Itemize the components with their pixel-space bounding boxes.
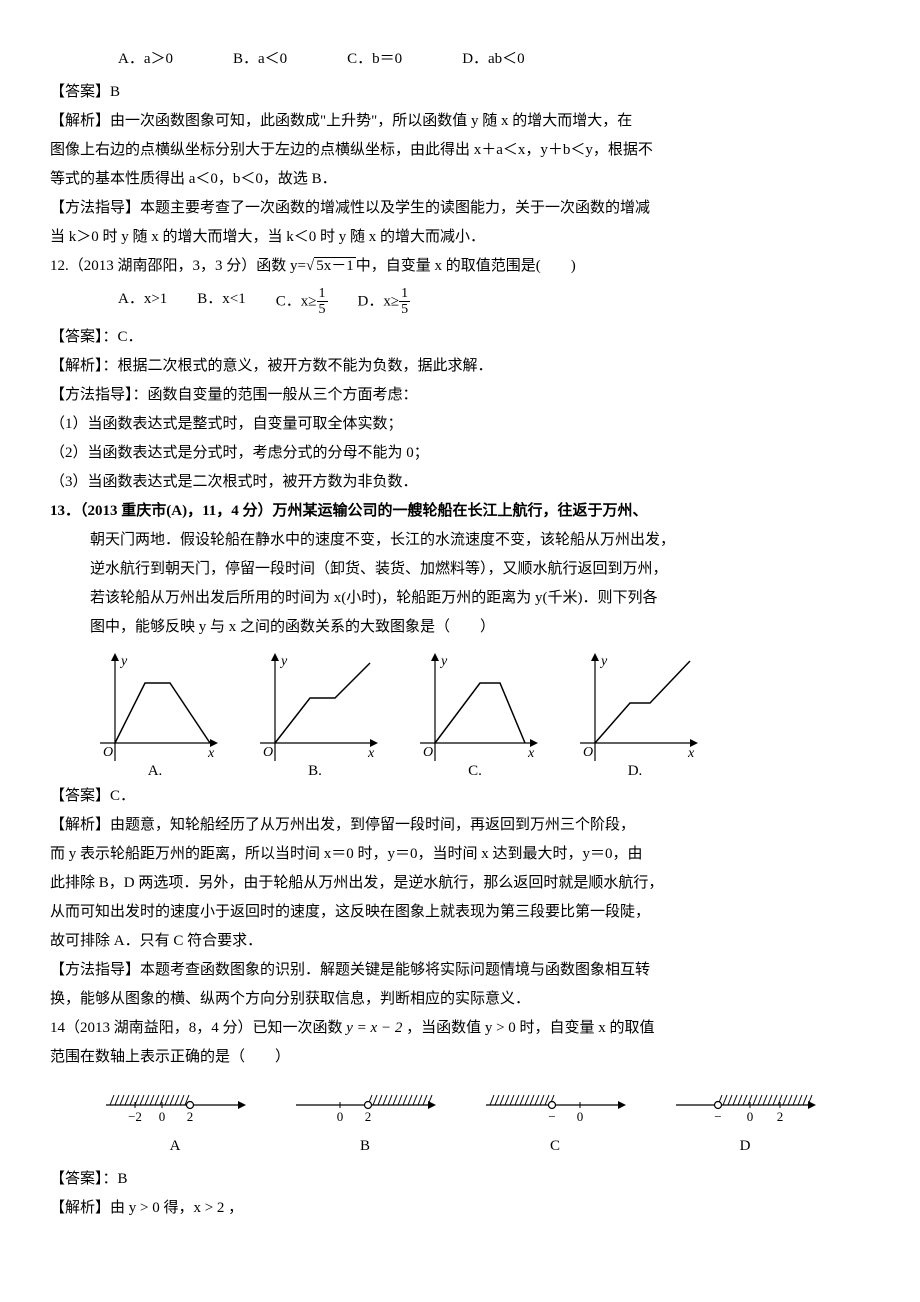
svg-text:0: 0 [337, 1109, 344, 1124]
q14-stem-l1: 14（2013 湖南益阳，8，4 分）已知一次函数 y = x − 2 ，当函数… [50, 1015, 870, 1042]
q12-opt-c: C．x≥15 [276, 286, 328, 318]
q14-answer: 【答案】：B [50, 1166, 870, 1193]
q12-stem-pre: 12.（2013 湖南邵阳，3，3 分）函数 y= [50, 258, 306, 274]
numline-a: −202 A [100, 1077, 250, 1160]
q14-explain: 【解析】由 y > 0 得，x > 2 ， [50, 1195, 870, 1222]
q13-stem-l3: 逆水航行到朝天门，停留一段时间（卸货、装货、加燃料等），又顺水航行返回到万州， [50, 556, 870, 583]
svg-text:0: 0 [159, 1109, 166, 1124]
svg-text:y: y [439, 654, 448, 669]
svg-text:x: x [367, 746, 375, 761]
function-graph-icon: y x O C. [410, 651, 540, 779]
q13-exp-l5: 故可排除 A．只有 C 符合要求． [50, 928, 870, 955]
q12-stem-post: 中，自变量 x 的取值范围是( ) [356, 258, 576, 274]
svg-text:0: 0 [577, 1109, 584, 1124]
q11-exp-l2: 图像上右边的点横纵坐标分别大于左边的点横纵坐标，由此得出 x＋a＜x，y＋b＜y… [50, 137, 870, 164]
svg-text:x: x [207, 746, 215, 761]
q13-exp-label: 【解析】 [50, 817, 110, 833]
svg-text:−2: −2 [128, 1109, 142, 1124]
q11-options: A．a＞0 B．a＜0 C．b＝0 D．ab＜0 [50, 46, 870, 73]
q14-stem-l2: 范围在数轴上表示正确的是（ ） [50, 1044, 870, 1071]
q12-m1: （1）当函数表达式是整式时，自变量可取全体实数； [50, 411, 870, 438]
q12-opt-d: D．x≥15 [358, 286, 411, 318]
q11-explain: 【解析】由一次函数图象可知，此函数成"上升势"，所以函数值 y 随 x 的增大而… [50, 108, 870, 135]
q12-opt-a: A．x>1 [118, 286, 167, 318]
q11-opt-a: A．a＞0 [118, 46, 173, 73]
numline-c: −0 C [480, 1077, 630, 1160]
q13-stem-l5: 图中，能够反映 y 与 x 之间的函数关系的大致图象是（ ） [50, 614, 870, 641]
q11-exp-label: 【解析】 [50, 113, 110, 129]
svg-text:2: 2 [365, 1109, 372, 1124]
number-line-icon: −2 0 2 [100, 1077, 250, 1131]
q11-opt-d: D．ab＜0 [462, 46, 525, 73]
svg-text:O: O [103, 745, 113, 760]
svg-text:2: 2 [187, 1109, 194, 1124]
q12-answer: 【答案】：C． [50, 324, 870, 351]
number-line-icon: −0 [480, 1077, 630, 1131]
q11-opt-c: C．b＝0 [347, 46, 402, 73]
svg-text:O: O [423, 745, 433, 760]
svg-text:C.: C. [468, 763, 482, 779]
q13-exp-l1: 由题意，知轮船经历了从万州出发，到停留一段时间，再返回到万州三个阶段， [110, 817, 635, 833]
q12-explain: 【解析】：根据二次根式的意义，被开方数不能为负数，据此求解． [50, 353, 870, 380]
svg-text:0: 0 [747, 1109, 754, 1124]
q13-stem-l2: 朝天门两地．假设轮船在静水中的速度不变，长江的水流速度不变，该轮船从万州出发， [50, 527, 870, 554]
q14-numlines: −202 A 02 B −0 C −02 D [50, 1077, 870, 1160]
q13-method-l1: 【方法指导】本题考查函数图象的识别．解题关键是能够将实际问题情境与函数图象相互转 [50, 957, 870, 984]
svg-text:x: x [527, 746, 535, 761]
q12-options: A．x>1 B．x<1 C．x≥15 D．x≥15 [50, 286, 870, 318]
q12-opt-b: B．x<1 [197, 286, 245, 318]
graph-b: y x O B. [250, 651, 380, 779]
svg-text:x: x [687, 746, 695, 761]
q12-m2: （2）当函数表达式是分式时，考虑分式的分母不能为 0； [50, 440, 870, 467]
fraction-icon: 15 [317, 286, 328, 318]
q11-opt-b: B．a＜0 [233, 46, 287, 73]
graph-c: y x O C. [410, 651, 540, 779]
q13-explain: 【解析】由题意，知轮船经历了从万州出发，到停留一段时间，再返回到万州三个阶段， [50, 812, 870, 839]
function-graph-icon: y x O A. [90, 651, 220, 779]
svg-text:B.: B. [308, 763, 322, 779]
svg-text:2: 2 [777, 1109, 784, 1124]
number-line-icon: 02 [290, 1077, 440, 1131]
q13-method-l2: 换，能够从图象的横、纵两个方向分别获取信息，判断相应的实际意义． [50, 986, 870, 1013]
q12-method-head: 【方法指导】：函数自变量的范围一般从三个方面考虑： [50, 382, 870, 409]
q14-formula: y = x − 2 [346, 1020, 402, 1036]
svg-text:−: − [548, 1109, 555, 1124]
numline-b: 02 B [290, 1077, 440, 1160]
q12-stem: 12.（2013 湖南邵阳，3，3 分）函数 y=√5x－1中，自变量 x 的取… [50, 253, 870, 280]
svg-text:O: O [263, 745, 273, 760]
svg-text:O: O [583, 745, 593, 760]
function-graph-icon: y x O D. [570, 651, 700, 779]
svg-text:y: y [599, 654, 608, 669]
q13-exp-l4: 从而可知出发时的速度小于返回时的速度，这反映在图象上就表现为第三段要比第一段陡， [50, 899, 870, 926]
q11-method-l2: 当 k＞0 时 y 随 x 的增大而增大，当 k＜0 时 y 随 x 的增大而减… [50, 224, 870, 251]
q13-exp-l2: 而 y 表示轮船距万州的距离，所以当时间 x＝0 时，y＝0，当时间 x 达到最… [50, 841, 870, 868]
q13-answer: 【答案】C． [50, 783, 870, 810]
numline-d: −02 D [670, 1077, 820, 1160]
svg-text:−: − [714, 1109, 721, 1124]
sqrt-icon: √5x－1 [306, 253, 356, 280]
svg-text:y: y [279, 654, 288, 669]
q13-stem-l1: 13．（2013 重庆市(A)，11，4 分）万州某运输公司的一艘轮船在长江上航… [50, 498, 870, 525]
svg-text:y: y [119, 654, 128, 669]
q11-exp-l3: 等式的基本性质得出 a＜0，b＜0，故选 B． [50, 166, 870, 193]
graph-a: y x O A. [90, 651, 220, 779]
number-line-icon: − 0 2 [670, 1077, 820, 1131]
q11-answer: 【答案】B [50, 79, 870, 106]
q13-graphs: y x O A. y x O B. y x O C. y x O [50, 651, 870, 779]
q13-stem-l4: 若该轮船从万州出发后所用的时间为 x(小时)，轮船距万州的距离为 y(千米)．则… [50, 585, 870, 612]
q12-m3: （3）当函数表达式是二次根式时，被开方数为非负数． [50, 469, 870, 496]
q12-sqrt-body: 5x－1 [314, 257, 356, 274]
svg-text:D.: D. [628, 763, 643, 779]
q13-exp-l3: 此排除 B，D 两选项．另外，由于轮船从万州出发，是逆水航行，那么返回时就是顺水… [50, 870, 870, 897]
graph-d: y x O D. [570, 651, 700, 779]
function-graph-icon: y x O B. [250, 651, 380, 779]
fraction-icon: 15 [399, 286, 410, 318]
q11-exp-l1: 由一次函数图象可知，此函数成"上升势"，所以函数值 y 随 x 的增大而增大，在 [110, 113, 632, 129]
svg-text:A.: A. [148, 763, 163, 779]
q11-method-l1: 【方法指导】本题主要考查了一次函数的增减性以及学生的读图能力，关于一次函数的增减 [50, 195, 870, 222]
